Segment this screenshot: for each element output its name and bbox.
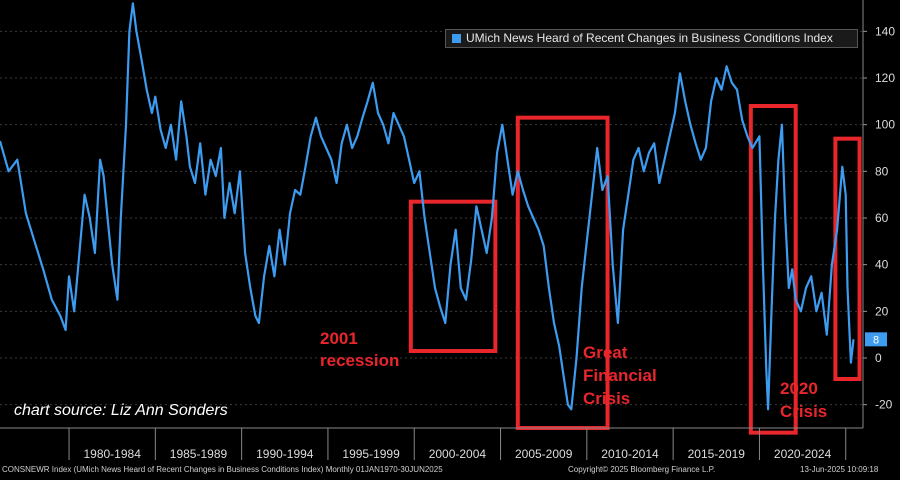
y-tick-label: -20 bbox=[875, 398, 893, 412]
annotation-label-crisis-2020: 2020 bbox=[780, 379, 818, 398]
y-tick-label: 40 bbox=[875, 258, 889, 272]
footer-copyright: Copyright© 2025 Bloomberg Finance L.P. bbox=[568, 465, 716, 474]
y-tick-label: 60 bbox=[875, 211, 889, 225]
x-tick-label: 2000-2004 bbox=[429, 447, 487, 461]
series-line bbox=[0, 2, 855, 411]
current-value-badge-bg bbox=[865, 332, 887, 347]
x-tick-label: 1990-1994 bbox=[256, 447, 314, 461]
x-tick-label: 1985-1989 bbox=[170, 447, 228, 461]
annotation-box-crisis-2020 bbox=[748, 104, 798, 435]
x-tick-label: 2005-2009 bbox=[515, 447, 573, 461]
x-tick-label: 2015-2019 bbox=[688, 447, 746, 461]
legend: UMich News Heard of Recent Changes in Bu… bbox=[445, 29, 858, 48]
y-tick-label: 20 bbox=[875, 304, 889, 318]
annotation-box-recession-2001 bbox=[408, 199, 498, 353]
legend-label: UMich News Heard of Recent Changes in Bu… bbox=[466, 31, 833, 45]
y-tick-label: 100 bbox=[875, 118, 895, 132]
annotation-label-crisis-2020: Crisis bbox=[780, 402, 827, 421]
y-axis: -20 0 20 40 60 80 100 120 140 bbox=[862, 0, 895, 428]
annotation-label-gfc: Crisis bbox=[583, 389, 630, 408]
y-tick-label: 140 bbox=[875, 24, 895, 38]
x-tick-label: 2010-2014 bbox=[601, 447, 659, 461]
footer-timestamp: 13-Jun-2025 10:09:18 bbox=[800, 465, 879, 474]
annotation-label-recession-2001: 2001 bbox=[320, 329, 358, 348]
annotation-box-recent bbox=[833, 136, 862, 381]
annotation-labels: 2001 recession Great Financial Crisis 2020 Cri… bbox=[320, 329, 827, 421]
annotation-label-recession-2001: recession bbox=[320, 351, 399, 370]
y-tick-label: 0 bbox=[875, 351, 882, 365]
series-group bbox=[0, 2, 855, 411]
x-tick-label: 1995-1999 bbox=[342, 447, 400, 461]
footer-index-description: CONSNEWR Index (UMich News Heard of Rece… bbox=[2, 465, 443, 474]
legend-swatch bbox=[452, 34, 461, 43]
annotation-label-gfc: Financial bbox=[583, 366, 657, 385]
current-value-badge: 8 bbox=[865, 332, 887, 347]
x-axis: 1980-1984 1985-1989 1990-1994 1995-1999 2000… bbox=[0, 427, 863, 461]
y-tick-label: 120 bbox=[875, 71, 895, 85]
current-value-badge-label: 8 bbox=[873, 334, 879, 346]
chart-source-note: chart source: Liz Ann Sonders bbox=[14, 402, 228, 419]
x-tick-label: 2020-2024 bbox=[774, 447, 832, 461]
annotation-label-gfc: Great bbox=[583, 343, 628, 362]
x-tick-label: 1980-1984 bbox=[83, 447, 141, 461]
y-tick-label: 80 bbox=[875, 164, 889, 178]
